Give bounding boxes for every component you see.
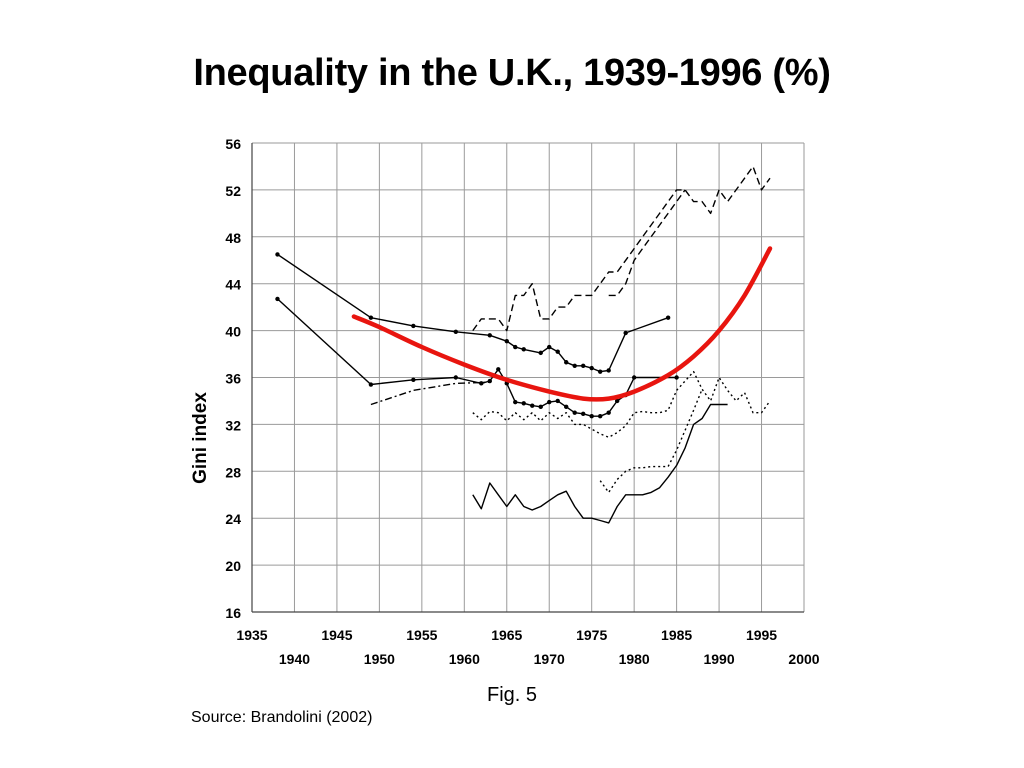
y-tick-label: 16 xyxy=(225,605,241,621)
series-point xyxy=(530,403,535,408)
y-tick-label: 20 xyxy=(225,558,241,574)
y-tick-label: 24 xyxy=(225,511,241,527)
series-point xyxy=(581,411,586,417)
axis-tick-labels: 16 20 24 28 32 36 40 44 48 52 56 1935 1945 1955 1965 19… xyxy=(225,136,819,667)
x-tick-label: 1940 xyxy=(279,651,310,667)
series-point xyxy=(368,382,374,387)
series-point xyxy=(581,363,586,368)
y-tick-label: 52 xyxy=(225,183,241,199)
series-point xyxy=(674,375,679,380)
series-point xyxy=(513,399,518,405)
y-tick-label: 48 xyxy=(225,230,241,246)
series-point xyxy=(504,338,509,344)
series-point xyxy=(453,329,459,334)
source-note: Source: Brandolini (2002) xyxy=(191,709,373,726)
x-tick-label: 1995 xyxy=(746,627,777,643)
series-line-8 xyxy=(472,403,728,524)
series-point xyxy=(572,363,577,368)
series-point xyxy=(623,330,628,336)
series-point xyxy=(547,344,552,350)
trend-line xyxy=(351,246,773,402)
y-tick-label: 28 xyxy=(225,464,241,480)
series-point xyxy=(564,360,569,365)
series-point xyxy=(547,399,552,405)
series-line-4 xyxy=(472,165,771,332)
series-point xyxy=(487,333,492,338)
y-tick-label: 40 xyxy=(225,324,241,340)
series-point xyxy=(521,347,526,352)
figure-caption: Fig. 5 xyxy=(486,684,538,706)
x-tick-label: 1990 xyxy=(703,651,734,667)
series-point xyxy=(538,350,543,356)
x-tick-label: 1955 xyxy=(406,627,437,643)
y-axis-label: Gini index xyxy=(190,392,211,484)
series-point xyxy=(597,413,603,419)
series-point xyxy=(453,375,459,380)
series-point xyxy=(597,369,603,374)
series-point xyxy=(411,323,416,329)
y-tick-label: 32 xyxy=(225,417,241,433)
series-point xyxy=(538,404,543,410)
trend-line-layer xyxy=(351,246,773,402)
series-point xyxy=(614,398,620,404)
series-point xyxy=(275,252,280,257)
x-tick-label: 1960 xyxy=(449,651,480,667)
series-point xyxy=(411,377,416,383)
series-point xyxy=(555,398,560,404)
series-point xyxy=(555,349,560,354)
series-point xyxy=(606,410,611,415)
series-point xyxy=(631,375,637,380)
x-tick-label: 1950 xyxy=(364,651,395,667)
x-tick-label: 2000 xyxy=(788,651,819,667)
series-point xyxy=(521,401,526,406)
x-tick-label: 1985 xyxy=(661,627,692,643)
series-point xyxy=(513,344,518,350)
chart-title: Inequality in the U.K., 1939-1996 (%) xyxy=(193,52,831,94)
series-point xyxy=(479,381,484,386)
series-lines xyxy=(275,165,771,524)
series-line-5 xyxy=(608,189,686,297)
series-line-6 xyxy=(472,370,771,438)
series-point xyxy=(564,404,569,410)
grid-lines xyxy=(251,142,805,613)
series-point xyxy=(589,413,594,419)
series-point xyxy=(572,410,577,415)
x-tick-label: 1970 xyxy=(534,651,565,667)
x-tick-label: 1975 xyxy=(576,627,607,643)
series-point xyxy=(368,315,374,320)
y-tick-label: 36 xyxy=(225,371,241,387)
series-point xyxy=(606,368,611,373)
x-tick-label: 1945 xyxy=(321,627,352,643)
y-tick-label: 56 xyxy=(225,136,241,152)
series-line-7 xyxy=(599,388,703,494)
y-tick-label: 44 xyxy=(225,277,241,293)
x-tick-label: 1980 xyxy=(619,651,650,667)
series-point xyxy=(496,367,501,372)
x-tick-label: 1965 xyxy=(491,627,522,643)
series-point xyxy=(589,365,594,371)
series-line-3 xyxy=(370,381,490,406)
series-point xyxy=(275,296,280,302)
series-point xyxy=(665,315,671,320)
x-tick-label: 1935 xyxy=(236,627,267,643)
